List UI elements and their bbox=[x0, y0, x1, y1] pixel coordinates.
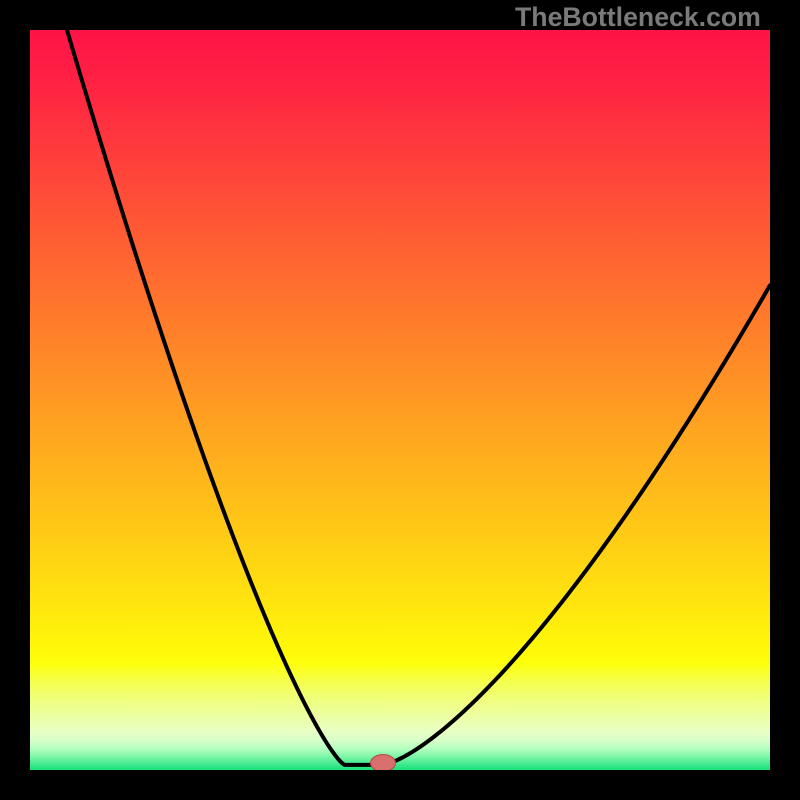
bottleneck-curve bbox=[30, 30, 770, 770]
watermark-label: TheBottleneck.com bbox=[515, 2, 761, 33]
plot-area bbox=[30, 30, 770, 770]
optimal-point-marker bbox=[370, 754, 396, 770]
figure-canvas: { "canvas": { "width": 800, "height": 80… bbox=[0, 0, 800, 800]
